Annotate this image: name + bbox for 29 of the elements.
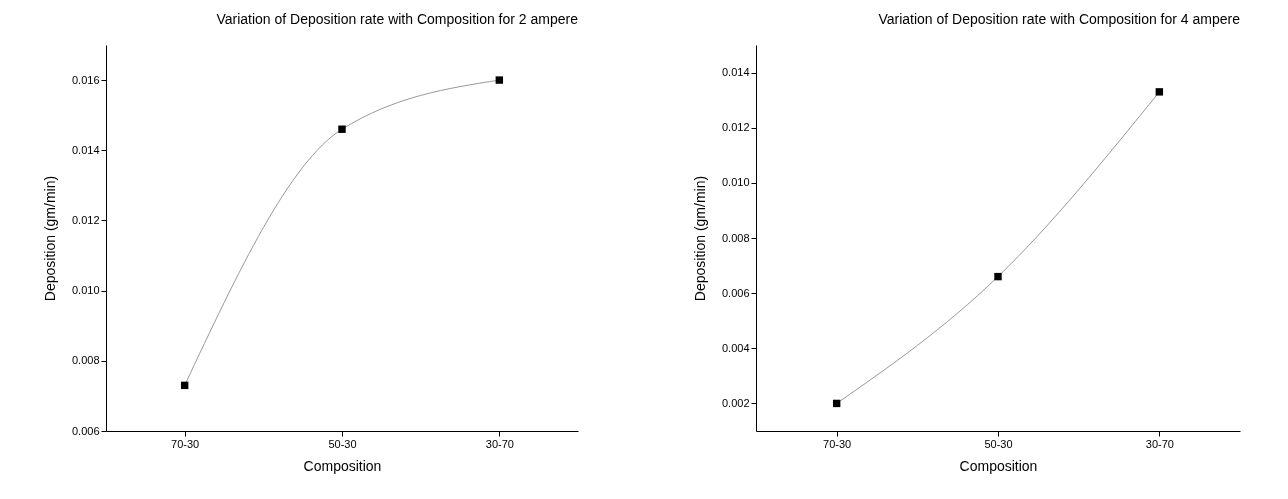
y-tick-label: 0.010	[721, 176, 750, 189]
x-tick-label: 50-30	[984, 437, 1013, 450]
x-axis-title: Composition	[959, 457, 1038, 474]
point	[338, 125, 346, 133]
y-tick-label: 0.008	[71, 354, 100, 367]
y-axis-title: Deposition (gm/min)	[691, 175, 708, 302]
y-tick-label: 0.002	[721, 396, 750, 409]
y-tick-label: 0.012	[71, 213, 100, 226]
point	[994, 272, 1002, 281]
chart-title: Variation of Deposition rate with Composition for 4 ampere	[878, 11, 1241, 27]
x-tick-label: 30-70	[1145, 437, 1174, 450]
y-tick-label: 0.008	[721, 231, 750, 244]
y-tick-label: 0.006	[721, 286, 750, 299]
y-tick-label: 0.004	[721, 341, 750, 354]
y-tick-label: 0.006	[71, 424, 100, 437]
y-tick-label: 0.012	[721, 121, 750, 134]
x-axis-title: Composition	[303, 457, 382, 474]
y-tick-label: 0.014	[71, 143, 100, 156]
x-tick-label: 70-30	[823, 437, 852, 450]
y-tick-label: 0.014	[721, 66, 750, 79]
y-tick-label: 0.010	[71, 284, 100, 297]
x-tick-label: 70-30	[171, 437, 200, 450]
x-tick-label: 30-70	[485, 437, 514, 450]
point	[1155, 88, 1164, 96]
y-axis-title: Deposition (gm/min)	[41, 175, 58, 302]
chart-title: Variation of Deposition rate with Composition for 2 ampere	[216, 11, 579, 27]
x-tick-label: 50-30	[328, 437, 357, 450]
y-tick-label: 0.016	[71, 73, 100, 86]
point	[495, 76, 504, 84]
